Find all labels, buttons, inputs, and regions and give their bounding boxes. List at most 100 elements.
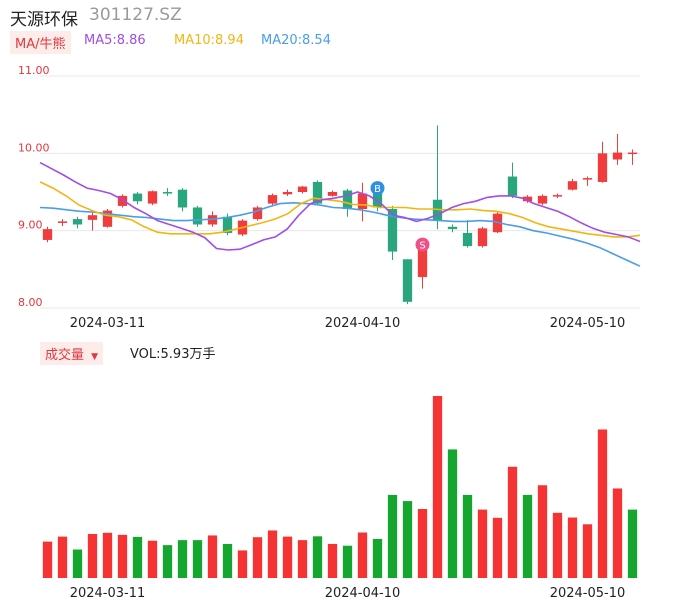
candle-body (612, 152, 623, 160)
volume-bar (402, 501, 413, 578)
price-tick-label: 11.00 (18, 64, 50, 77)
volume-bar (237, 550, 248, 578)
volume-bar (492, 517, 503, 578)
stock-code: 301127.SZ (89, 5, 182, 25)
candle-body (597, 153, 608, 182)
volume-bar (207, 535, 218, 578)
volume-bar (252, 537, 263, 578)
volume-bar (162, 545, 173, 578)
candle-body (402, 259, 413, 302)
candle-body (192, 207, 203, 225)
candle-body (477, 228, 488, 247)
candle-body (72, 219, 83, 225)
candle-body (147, 191, 158, 204)
candle-body (462, 232, 473, 247)
ma10-line (39, 181, 641, 238)
stock-name: 天源环保 (10, 10, 78, 30)
volume-bar (267, 530, 278, 578)
volume-bar (582, 524, 593, 578)
candle-body (312, 181, 323, 204)
ma-indicator-tag[interactable]: MA/牛熊 (10, 31, 71, 54)
candle-body (522, 196, 533, 202)
volume-bar (72, 549, 83, 578)
candle-body (567, 181, 578, 190)
trade-markers: BS (370, 181, 430, 252)
candles (42, 125, 638, 305)
volume-value: VOL:5.93万手 (130, 347, 216, 362)
candle-body (87, 215, 98, 220)
volume-bar (627, 509, 638, 578)
volume-bar (192, 540, 203, 578)
volume-bar (282, 536, 293, 578)
candle-body (222, 216, 233, 233)
volume-bar (42, 541, 53, 578)
candle-body (447, 226, 458, 230)
candle-body (282, 192, 293, 195)
volume-bar (132, 536, 143, 578)
volume-bar (357, 532, 368, 578)
candle-body (57, 221, 68, 223)
candle-body (267, 195, 278, 204)
volume-bar (312, 536, 323, 578)
candle-body (552, 195, 563, 197)
volume-bar (567, 517, 578, 578)
volume-bar (597, 429, 608, 578)
ma20-line (39, 201, 641, 267)
volume-bar (462, 494, 473, 578)
moving-averages (39, 161, 641, 267)
ma20-legend: MA20:8.54 (261, 33, 331, 48)
volume-bar (57, 536, 68, 578)
volume-bar (372, 538, 383, 578)
candle-body (387, 209, 398, 252)
marker-label: B (374, 184, 381, 195)
ma5-legend: MA5:8.86 (84, 33, 146, 48)
candle-body (627, 152, 638, 155)
volume-bar (327, 543, 338, 578)
candle-body (42, 229, 53, 240)
volume-tag-label: 成交量 (45, 348, 85, 363)
candle-body (102, 210, 113, 227)
candle-body (357, 193, 368, 210)
volume-bar (552, 512, 563, 578)
date-tick-label: 2024-04-10 (325, 316, 401, 331)
volume-bar (222, 543, 233, 578)
candle-body (162, 192, 173, 194)
volume-date-tick-label: 2024-03-11 (70, 586, 146, 601)
candle-body (177, 189, 188, 208)
volume-bar (447, 449, 458, 578)
ma10-legend: MA10:8.94 (174, 33, 244, 48)
price-tick-label: 8.00 (18, 296, 43, 309)
candle-body (342, 190, 353, 210)
volume-bar (387, 494, 398, 578)
dropdown-arrow-icon: ▼ (91, 352, 99, 362)
sell-marker (415, 237, 430, 252)
price-tick-label: 10.00 (18, 141, 50, 154)
candle-body (117, 195, 128, 206)
volume-bar (342, 545, 353, 578)
volume-bar (522, 494, 533, 578)
volume-bars (42, 396, 638, 578)
volume-bar (102, 532, 113, 578)
candle-body (507, 176, 518, 196)
marker-label: S (419, 241, 425, 252)
candle-body (252, 207, 263, 220)
candle-body (537, 195, 548, 204)
buy-marker (370, 181, 385, 196)
candle-body (582, 178, 593, 180)
price-axis: 11.00 10.00 9.00 8.00 (18, 64, 50, 309)
volume-bar (417, 509, 428, 578)
volume-bar (297, 540, 308, 578)
ma5-line (39, 161, 641, 251)
volume-bar (87, 533, 98, 578)
candle-body (327, 192, 338, 196)
volume-bar (177, 540, 188, 578)
volume-bar (147, 540, 158, 578)
volume-bar (477, 509, 488, 578)
price-grid (40, 75, 640, 309)
volume-date-tick-label: 2024-04-10 (325, 586, 401, 601)
volume-indicator-tag[interactable]: 成交量 ▼ (40, 342, 104, 365)
volume-bar (537, 485, 548, 578)
volume-bar (507, 466, 518, 578)
date-axis: 2024-03-11 2024-04-10 2024-05-10 (70, 316, 626, 331)
